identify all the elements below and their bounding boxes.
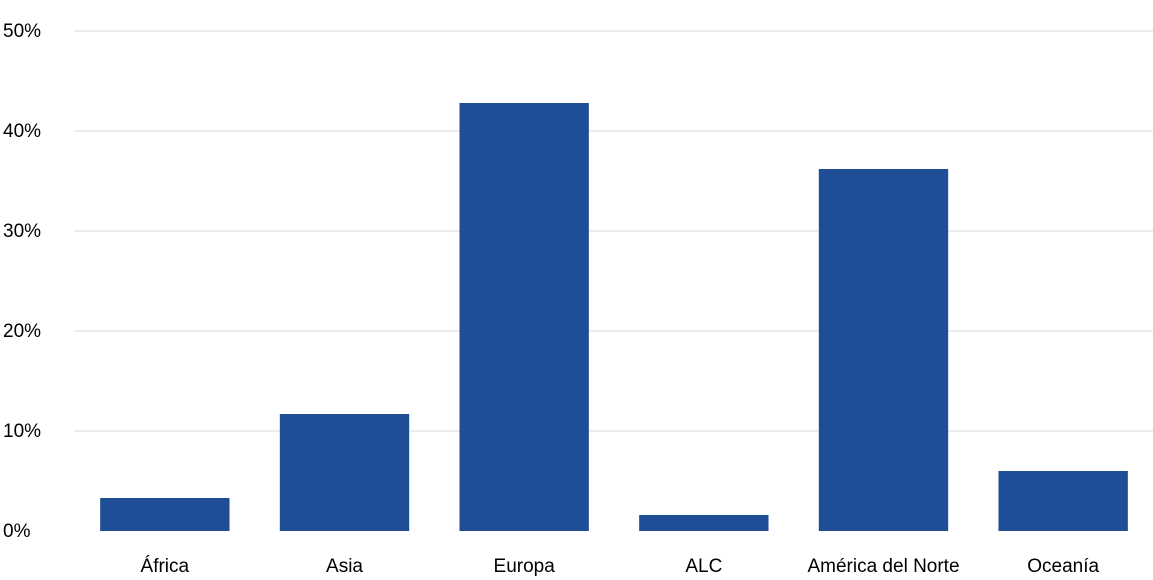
gridlines — [75, 30, 1153, 432]
x-tick-label: América del Norte — [807, 556, 959, 577]
x-tick-label: Asia — [326, 556, 363, 577]
x-tick-label: ALC — [685, 556, 722, 577]
bars — [100, 103, 1128, 531]
x-tick-label: África — [141, 556, 190, 577]
bar — [818, 169, 949, 531]
y-tick-label: 30% — [3, 221, 41, 242]
y-axis-tick-labels: 0% 10% 20% 30% 40% 50% — [3, 21, 41, 542]
x-axis-tick-labels: África Asia Europa ALC América del Norte Ocea… — [141, 556, 1100, 577]
bar — [998, 471, 1128, 531]
x-tick-label: Europa — [494, 556, 556, 577]
y-tick-label: 40% — [3, 121, 41, 142]
bar — [639, 515, 769, 531]
bar — [279, 414, 410, 531]
y-tick-label: 10% — [3, 421, 41, 442]
y-tick-label: 50% — [3, 21, 41, 42]
y-tick-label: 20% — [3, 321, 41, 342]
x-tick-label: Oceanía — [1027, 556, 1099, 577]
y-tick-label: 0% — [3, 521, 31, 542]
bar — [459, 103, 589, 531]
bar — [100, 498, 230, 531]
